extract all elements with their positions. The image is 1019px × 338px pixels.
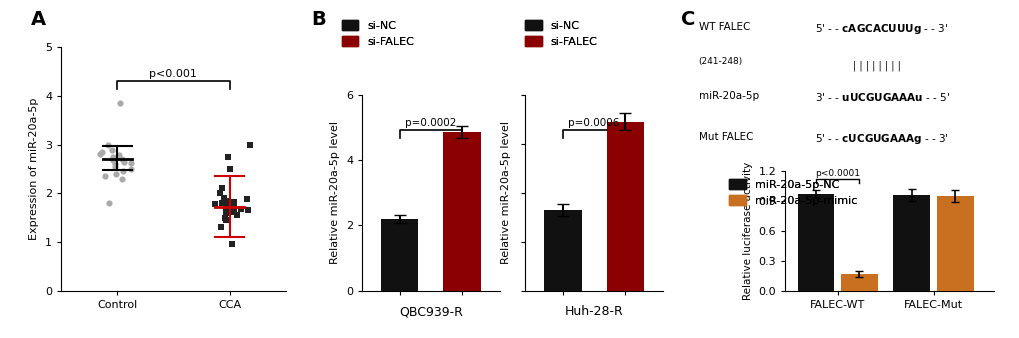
Point xyxy=(218,204,234,210)
Y-axis label: Relative miR-20a-5p level: Relative miR-20a-5p level xyxy=(500,121,511,264)
Text: p=0.0006: p=0.0006 xyxy=(568,118,620,128)
Point xyxy=(97,174,113,179)
Point xyxy=(101,200,117,206)
Point xyxy=(105,154,121,160)
Point xyxy=(105,158,121,163)
Text: A: A xyxy=(31,10,46,29)
Point xyxy=(115,169,131,174)
Text: 5' - - $\mathbf{cAGCACUUUg}$ - - 3': 5' - - $\mathbf{cAGCACUUUg}$ - - 3' xyxy=(814,22,948,36)
Point xyxy=(104,147,120,152)
Point xyxy=(108,171,124,176)
Point xyxy=(92,152,108,157)
Text: p=0.0002: p=0.0002 xyxy=(405,118,457,128)
Legend: si-NC, si-FALEC: si-NC, si-FALEC xyxy=(520,16,601,52)
Point xyxy=(116,159,132,164)
X-axis label: Huh-28-R: Huh-28-R xyxy=(565,305,623,318)
Point xyxy=(239,208,256,213)
Point xyxy=(212,191,228,196)
Bar xyxy=(606,122,644,291)
Point xyxy=(216,195,232,201)
Y-axis label: Relative luciferase activity: Relative luciferase activity xyxy=(742,162,752,300)
Bar xyxy=(797,194,834,291)
Bar xyxy=(841,274,877,291)
Point xyxy=(94,149,110,155)
Point xyxy=(113,176,129,182)
Text: miR-20a-5p: miR-20a-5p xyxy=(698,91,758,101)
Point xyxy=(111,153,127,158)
Text: 5' - - $\mathbf{cUCGUGAAAg}$ - - 3': 5' - - $\mathbf{cUCGUGAAAg}$ - - 3' xyxy=(814,132,948,146)
Point xyxy=(206,201,222,207)
Text: Mut FALEC: Mut FALEC xyxy=(698,132,752,142)
Point xyxy=(107,162,123,167)
Point xyxy=(223,242,239,247)
Bar xyxy=(543,210,581,291)
Point xyxy=(238,196,255,202)
Point xyxy=(232,206,249,212)
Point xyxy=(213,200,229,206)
Point xyxy=(242,142,258,147)
Point xyxy=(105,155,121,161)
Point xyxy=(220,154,236,160)
Point xyxy=(114,156,130,162)
Y-axis label: Expression of miR-20a-5p: Expression of miR-20a-5p xyxy=(30,98,40,240)
Point xyxy=(112,101,128,106)
Point xyxy=(217,210,233,216)
Point xyxy=(123,161,140,166)
Bar xyxy=(893,195,929,291)
Y-axis label: Relative miR-20a-5p level: Relative miR-20a-5p level xyxy=(330,121,340,264)
Text: p<0.0001: p<0.0001 xyxy=(814,169,859,178)
X-axis label: QBC939-R: QBC939-R xyxy=(398,305,463,318)
Point xyxy=(100,142,116,147)
Text: WT FALEC: WT FALEC xyxy=(698,22,749,32)
Bar xyxy=(936,196,973,291)
Bar xyxy=(443,132,481,291)
Text: | | | | | | | |: | | | | | | | | xyxy=(853,61,900,71)
Point xyxy=(216,215,232,220)
Point xyxy=(122,166,139,172)
Text: p<0.001: p<0.001 xyxy=(150,69,197,79)
Point xyxy=(225,199,242,205)
Point xyxy=(213,225,229,230)
Bar xyxy=(380,219,418,291)
Text: (241-248): (241-248) xyxy=(698,57,742,67)
Point xyxy=(229,213,246,218)
Point xyxy=(217,205,233,211)
Text: C: C xyxy=(681,10,695,29)
Legend: si-NC, si-FALEC: si-NC, si-FALEC xyxy=(336,16,418,52)
Text: B: B xyxy=(311,10,325,29)
Point xyxy=(225,203,242,208)
Legend: miR-20a-5p-NC, miR-20a-5p-mimic: miR-20a-5p-NC, miR-20a-5p-mimic xyxy=(723,174,861,211)
Point xyxy=(218,217,234,223)
Point xyxy=(107,164,123,169)
Point xyxy=(213,186,229,191)
Point xyxy=(225,209,242,215)
Text: 3' - - $\mathbf{uUCGUGAAAu}$ - - 5': 3' - - $\mathbf{uUCGUGAAAu}$ - - 5' xyxy=(814,91,949,103)
Point xyxy=(220,198,236,203)
Point xyxy=(221,166,237,172)
